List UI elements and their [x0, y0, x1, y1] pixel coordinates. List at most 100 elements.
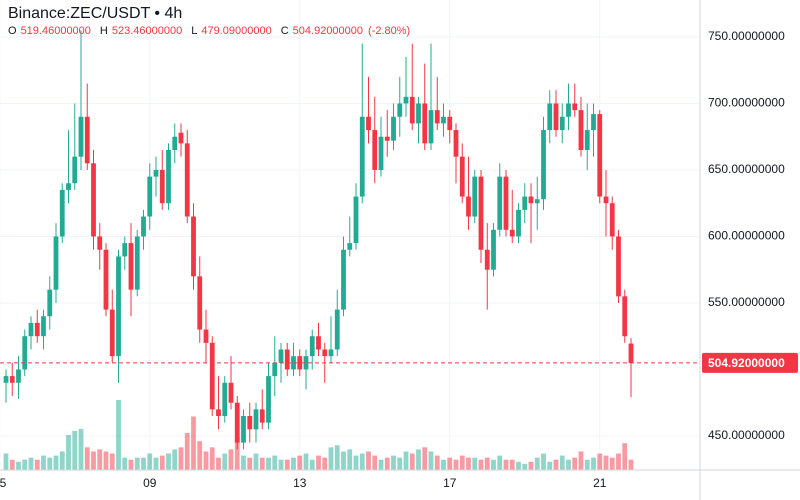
volume-bar	[541, 453, 546, 470]
volume-bar	[166, 453, 171, 470]
volume-bar	[53, 455, 59, 470]
candle-body	[372, 130, 378, 170]
volume-bar	[322, 457, 328, 470]
volume-bar	[253, 453, 259, 470]
volume-bar	[109, 453, 115, 470]
candle-body	[66, 183, 71, 190]
candle-body	[84, 116, 90, 164]
volume-bar	[459, 455, 465, 470]
volume-bar	[559, 455, 565, 470]
volume-bar	[272, 455, 278, 470]
volume-bar	[428, 451, 434, 470]
candle-body	[291, 356, 296, 370]
candle-body	[172, 136, 178, 151]
volume-bar	[66, 435, 71, 470]
candle-body	[528, 196, 534, 204]
volume-bar	[266, 457, 271, 470]
chart-title: Binance:ZEC/USDT • 4h	[8, 5, 182, 22]
volume-bar	[578, 451, 584, 470]
x-tick-label: 5	[0, 476, 7, 490]
candle-body	[166, 150, 171, 204]
legend-value: 523.46000000	[112, 25, 182, 37]
candle-body	[597, 114, 603, 197]
candle-body	[609, 203, 615, 237]
last-price-box	[702, 352, 798, 373]
volume-bar	[572, 457, 578, 470]
candle-body	[141, 216, 146, 237]
candle-body	[128, 243, 134, 290]
volume-bar	[453, 459, 459, 470]
candle-body	[316, 336, 321, 350]
volume-bar	[547, 461, 553, 470]
candle-body	[466, 196, 471, 217]
candle-body	[278, 349, 284, 363]
volume-bar	[3, 453, 9, 470]
candle-body	[47, 289, 53, 317]
legend-value: 504.92000000	[293, 25, 363, 37]
candle-body	[103, 249, 109, 310]
candle-body	[241, 416, 246, 443]
candle-body	[616, 236, 621, 297]
candle-body	[72, 156, 78, 184]
legend-value: 479.09000000	[201, 25, 271, 37]
candle-body	[191, 216, 196, 277]
ohlc-legend: O 519.46000000 H 523.46000000 L 479.09000000 C…	[8, 25, 410, 37]
candle-body	[497, 176, 503, 230]
candle-body	[459, 156, 465, 197]
volume-bar	[228, 449, 234, 470]
candle-body	[28, 322, 34, 337]
candle-body	[272, 362, 278, 377]
volume-bar	[178, 447, 184, 470]
volume-bar	[597, 453, 603, 470]
candle-body	[303, 356, 309, 370]
candle-body	[197, 276, 203, 330]
candle-layer	[3, 30, 634, 450]
x-tick-label: 09	[143, 476, 157, 490]
candle-body	[341, 249, 346, 310]
legend-key: O	[8, 25, 17, 37]
volume-bar	[609, 457, 615, 470]
candle-body	[3, 376, 9, 383]
volume-bar	[241, 455, 246, 470]
candle-body	[384, 136, 390, 141]
volume-bar	[491, 459, 496, 470]
volume-bar	[316, 455, 321, 470]
candle-body	[416, 103, 421, 124]
volume-bar	[91, 451, 96, 470]
volume-layer	[3, 400, 634, 470]
volume-bar	[303, 453, 309, 470]
volume-bar	[359, 453, 365, 470]
candle-body	[516, 209, 521, 237]
candle-body	[53, 236, 59, 290]
volume-bar	[566, 459, 571, 470]
legend-key: C	[281, 25, 289, 37]
candle-body	[359, 116, 365, 197]
volume-bar	[391, 455, 396, 470]
volume-bar	[441, 459, 446, 470]
volume-bar	[141, 457, 146, 470]
candle-body	[109, 309, 115, 357]
x-tick-label: 17	[443, 476, 457, 490]
volume-bar	[372, 455, 378, 470]
candle-body	[578, 110, 584, 151]
legend-key: L	[191, 25, 197, 37]
candle-body	[522, 196, 528, 210]
candle-body	[553, 103, 559, 131]
volume-bar	[353, 455, 359, 470]
volume-bar	[97, 449, 103, 470]
volume-bar	[28, 457, 34, 470]
y-tick-label: 700.00000000	[708, 96, 785, 110]
candle-body	[34, 322, 40, 337]
candle-body	[534, 199, 540, 204]
volume-bar	[234, 437, 240, 470]
candle-body	[9, 376, 15, 383]
candle-body	[353, 196, 359, 244]
candle-body	[266, 376, 271, 423]
candle-body	[97, 236, 103, 250]
candle-body	[378, 136, 384, 170]
candle-body	[591, 114, 596, 131]
candle-body	[334, 309, 340, 350]
candle-body	[134, 236, 140, 290]
candle-body	[397, 103, 403, 117]
candle-body	[391, 116, 396, 141]
